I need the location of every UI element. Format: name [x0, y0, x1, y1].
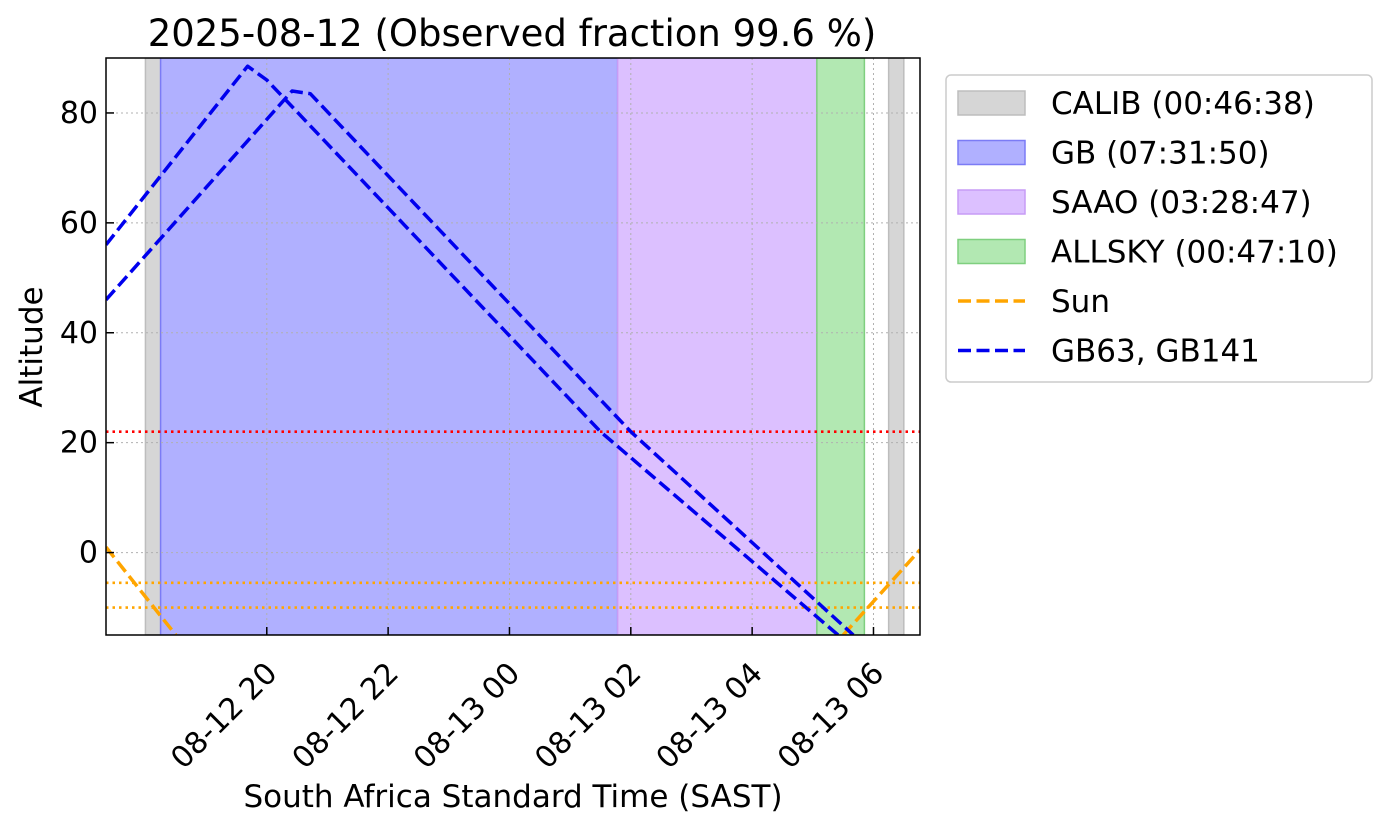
- chart-title: 2025-08-12 (Observed fraction 99.6 %): [148, 12, 877, 55]
- legend-label-4: Sun: [1051, 284, 1110, 320]
- span-0-0: [144, 58, 162, 635]
- legend: CALIB (00:46:38) GB (07:31:50) SAAO (03:28…: [945, 74, 1373, 383]
- legend-label-0: CALIB (00:46:38): [1051, 86, 1315, 122]
- y-tick-label-1: 20: [60, 426, 98, 461]
- legend-swatch-2: [957, 189, 1026, 215]
- y-tick-label-0: 0: [79, 536, 98, 571]
- series-1-line-1: [106, 89, 855, 635]
- span-1-0: [159, 58, 619, 635]
- legend-swatch-1: [957, 139, 1026, 166]
- x-axis-title: South Africa Standard Time (SAST): [243, 779, 782, 815]
- span-layer: [144, 58, 905, 635]
- series-layer: [106, 64, 920, 635]
- legend-box: [945, 74, 1373, 383]
- threshold-lines: [106, 430, 920, 609]
- x-tick-label-0: 08-12 20: [164, 656, 284, 776]
- series-1-line-0: [106, 64, 840, 635]
- span-0-1: [887, 58, 905, 635]
- span-3-0: [816, 58, 866, 635]
- y-tick-label-3: 60: [60, 206, 98, 241]
- legend-label-5: GB63, GB141: [1051, 334, 1260, 370]
- grid-layer: [106, 58, 920, 635]
- legend-label-3: ALLSKY (00:47:10): [1051, 235, 1338, 271]
- y-tick-label-2: 40: [60, 316, 98, 351]
- y-axis-title: Altitude: [14, 286, 50, 407]
- legend-swatch-3: [957, 238, 1026, 265]
- legend-label-2: SAAO (03:28:47): [1051, 185, 1312, 221]
- legend-label-1: GB (07:31:50): [1051, 136, 1270, 172]
- legend-swatch-0: [957, 90, 1026, 116]
- x-tick-label-3: 08-13 02: [528, 656, 648, 776]
- series-0-line-0: [106, 546, 178, 635]
- x-tick-label-2: 08-13 00: [407, 656, 527, 776]
- x-tick-label-1: 08-12 22: [286, 656, 406, 776]
- span-2-0: [616, 58, 818, 635]
- plot-frame: [105, 57, 921, 636]
- series-0-line-1: [841, 548, 920, 635]
- y-tick-label-4: 80: [60, 96, 98, 131]
- x-tick-label-4: 08-13 04: [650, 656, 770, 776]
- x-tick-label-5: 08-13 06: [771, 656, 891, 776]
